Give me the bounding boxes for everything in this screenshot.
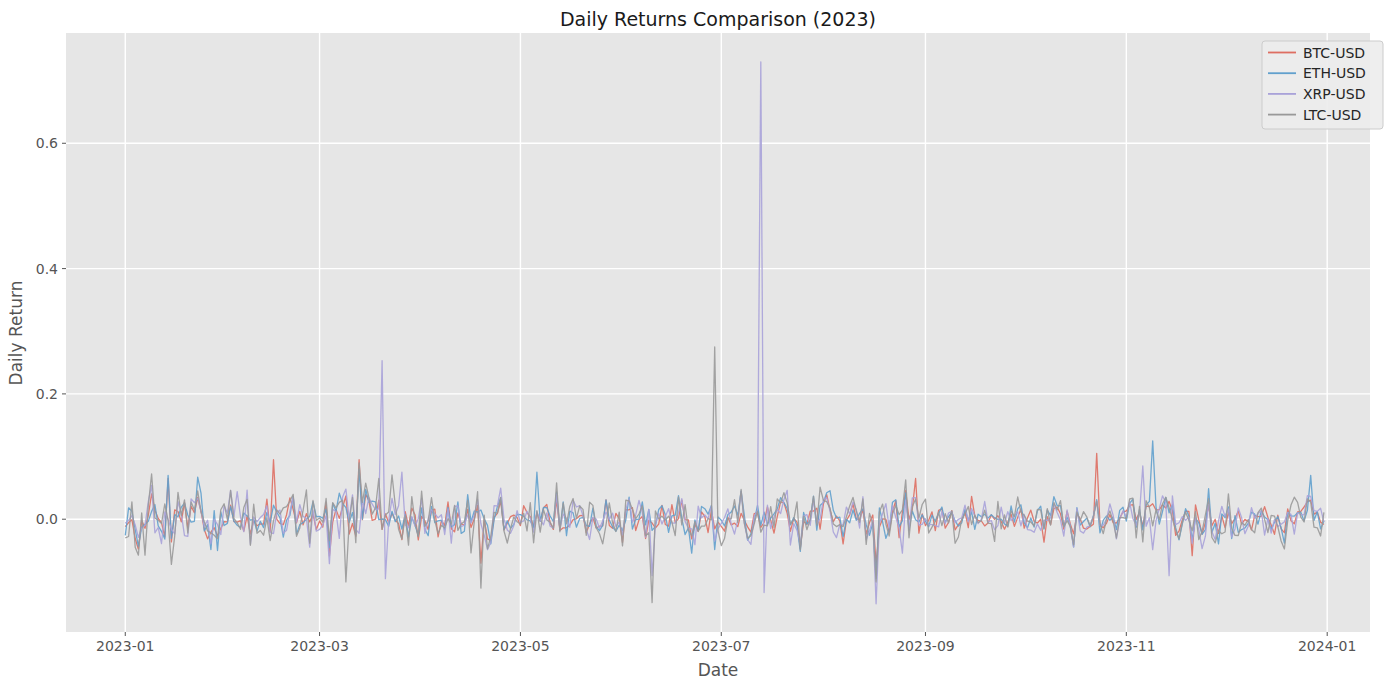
legend-label-eth-usd: ETH-USD (1303, 65, 1366, 81)
legend-label-ltc-usd: LTC-USD (1303, 107, 1361, 123)
x-tick-label: 2024-01 (1298, 638, 1357, 654)
chart-canvas: 2023-01 2023-03 2023-05 2023-07 2023-09 2023-… (0, 0, 1389, 690)
x-axis-label: Date (698, 660, 739, 680)
y-tick-label: 0.2 (36, 386, 58, 402)
y-tick-label: 0.0 (36, 511, 58, 527)
legend-label-btc-usd: BTC-USD (1303, 45, 1365, 61)
y-tick-label: 0.4 (36, 261, 58, 277)
chart-title: Daily Returns Comparison (2023) (560, 8, 876, 30)
figure: 2023-01 2023-03 2023-05 2023-07 2023-09 2023-… (0, 0, 1389, 690)
x-tick-label: 2023-11 (1097, 638, 1156, 654)
x-tick-label: 2023-01 (96, 638, 155, 654)
x-tick-label: 2023-05 (491, 638, 550, 654)
legend: BTC-USD ETH-USD XRP-USD LTC-USD (1262, 41, 1383, 129)
legend-label-xrp-usd: XRP-USD (1303, 86, 1365, 102)
x-tick-label: 2023-09 (896, 638, 955, 654)
plot-area (66, 33, 1370, 632)
y-axis-label: Daily Return (6, 281, 26, 386)
y-tick-label: 0.6 (36, 135, 58, 151)
x-tick-label: 2023-07 (692, 638, 751, 654)
x-tick-label: 2023-03 (290, 638, 349, 654)
